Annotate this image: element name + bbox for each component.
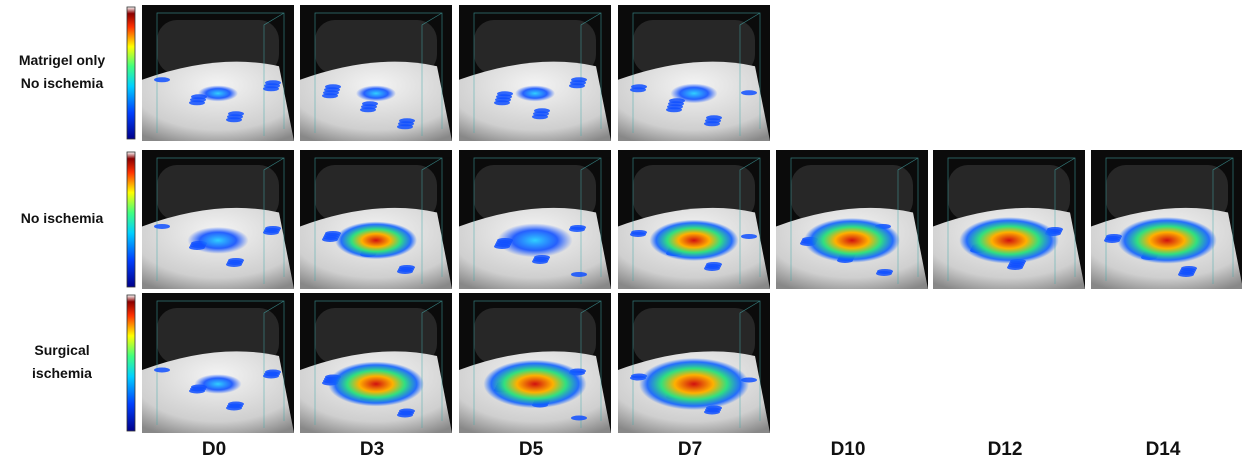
flow-region xyxy=(804,218,900,263)
flow-region xyxy=(650,220,739,261)
figure: Matrigel only No ischemia No ischemia Surgi… xyxy=(0,0,1242,463)
column-label: D3 xyxy=(360,439,384,460)
flow-speck xyxy=(1007,265,1023,270)
ultrasound-image xyxy=(459,150,611,289)
ultrasound-image xyxy=(142,5,294,141)
flow-speck xyxy=(741,90,757,95)
flow-speck xyxy=(494,100,510,105)
flow-speck xyxy=(154,224,170,229)
colorbar xyxy=(127,152,135,287)
flow-speck xyxy=(397,124,413,129)
column-label: D12 xyxy=(988,439,1023,460)
ultrasound-image xyxy=(142,150,294,289)
flow-region xyxy=(188,227,249,254)
flow-speck xyxy=(322,93,338,98)
flow-speck xyxy=(226,406,242,411)
flow-speck xyxy=(630,87,646,92)
ultrasound-image xyxy=(300,5,452,141)
row-label: No ischemia xyxy=(21,210,104,226)
row-label: Surgical xyxy=(34,342,89,358)
flow-speck xyxy=(397,269,413,274)
flow-speck xyxy=(226,262,242,267)
flow-speck xyxy=(1178,272,1194,277)
ultrasound-image xyxy=(618,5,770,141)
flow-region xyxy=(356,85,396,101)
flow-speck xyxy=(397,413,413,418)
flow-region xyxy=(639,358,749,410)
flow-speck xyxy=(569,83,585,88)
flow-region xyxy=(498,223,573,257)
ultrasound-image xyxy=(776,150,928,289)
flow-speck xyxy=(226,117,242,122)
flow-speck xyxy=(876,271,892,276)
flow-speck xyxy=(189,100,205,105)
flow-speck xyxy=(571,272,587,277)
ultrasound-image xyxy=(300,293,452,433)
ultrasound-image xyxy=(933,150,1085,289)
ultrasound-image xyxy=(1091,150,1242,289)
row-label: No ischemia xyxy=(21,75,104,91)
ultrasound-image xyxy=(618,293,770,433)
ultrasound-image xyxy=(142,293,294,433)
flow-speck xyxy=(704,266,720,271)
ultrasound-image xyxy=(459,5,611,141)
flow-speck xyxy=(630,232,646,237)
column-label: D10 xyxy=(831,439,866,460)
flow-speck xyxy=(571,416,587,421)
flow-speck xyxy=(154,368,170,373)
column-label: D14 xyxy=(1146,439,1181,460)
flow-speck xyxy=(704,410,720,415)
row-label: ischemia xyxy=(32,365,92,381)
ultrasound-image xyxy=(300,150,452,289)
flow-speck xyxy=(154,77,170,82)
flow-region xyxy=(1117,217,1217,264)
ultrasound-image xyxy=(459,293,611,433)
flow-region xyxy=(959,217,1059,264)
flow-region xyxy=(328,362,424,407)
column-label: D5 xyxy=(519,439,544,460)
flow-speck xyxy=(360,107,376,112)
colorbar xyxy=(127,7,135,139)
flow-speck xyxy=(741,234,757,239)
ultrasound-image xyxy=(618,150,770,289)
colorbar xyxy=(127,295,135,431)
column-label: D0 xyxy=(202,439,226,460)
flow-speck xyxy=(532,114,548,119)
flow-region xyxy=(515,85,555,101)
flow-region xyxy=(671,84,718,104)
flow-speck xyxy=(263,230,279,235)
row-label: Matrigel only xyxy=(19,52,106,68)
flow-region xyxy=(335,222,417,260)
flow-speck xyxy=(263,86,279,91)
flow-speck xyxy=(263,374,279,379)
column-label: D7 xyxy=(678,439,702,460)
flow-region xyxy=(484,360,587,408)
flow-region xyxy=(195,374,242,394)
flow-region xyxy=(198,85,238,101)
flow-speck xyxy=(666,107,682,112)
flow-speck xyxy=(532,259,548,264)
panels: Matrigel only No ischemia No ischemia Surgi… xyxy=(19,5,1242,460)
flow-speck xyxy=(704,121,720,126)
flow-speck xyxy=(569,227,585,232)
